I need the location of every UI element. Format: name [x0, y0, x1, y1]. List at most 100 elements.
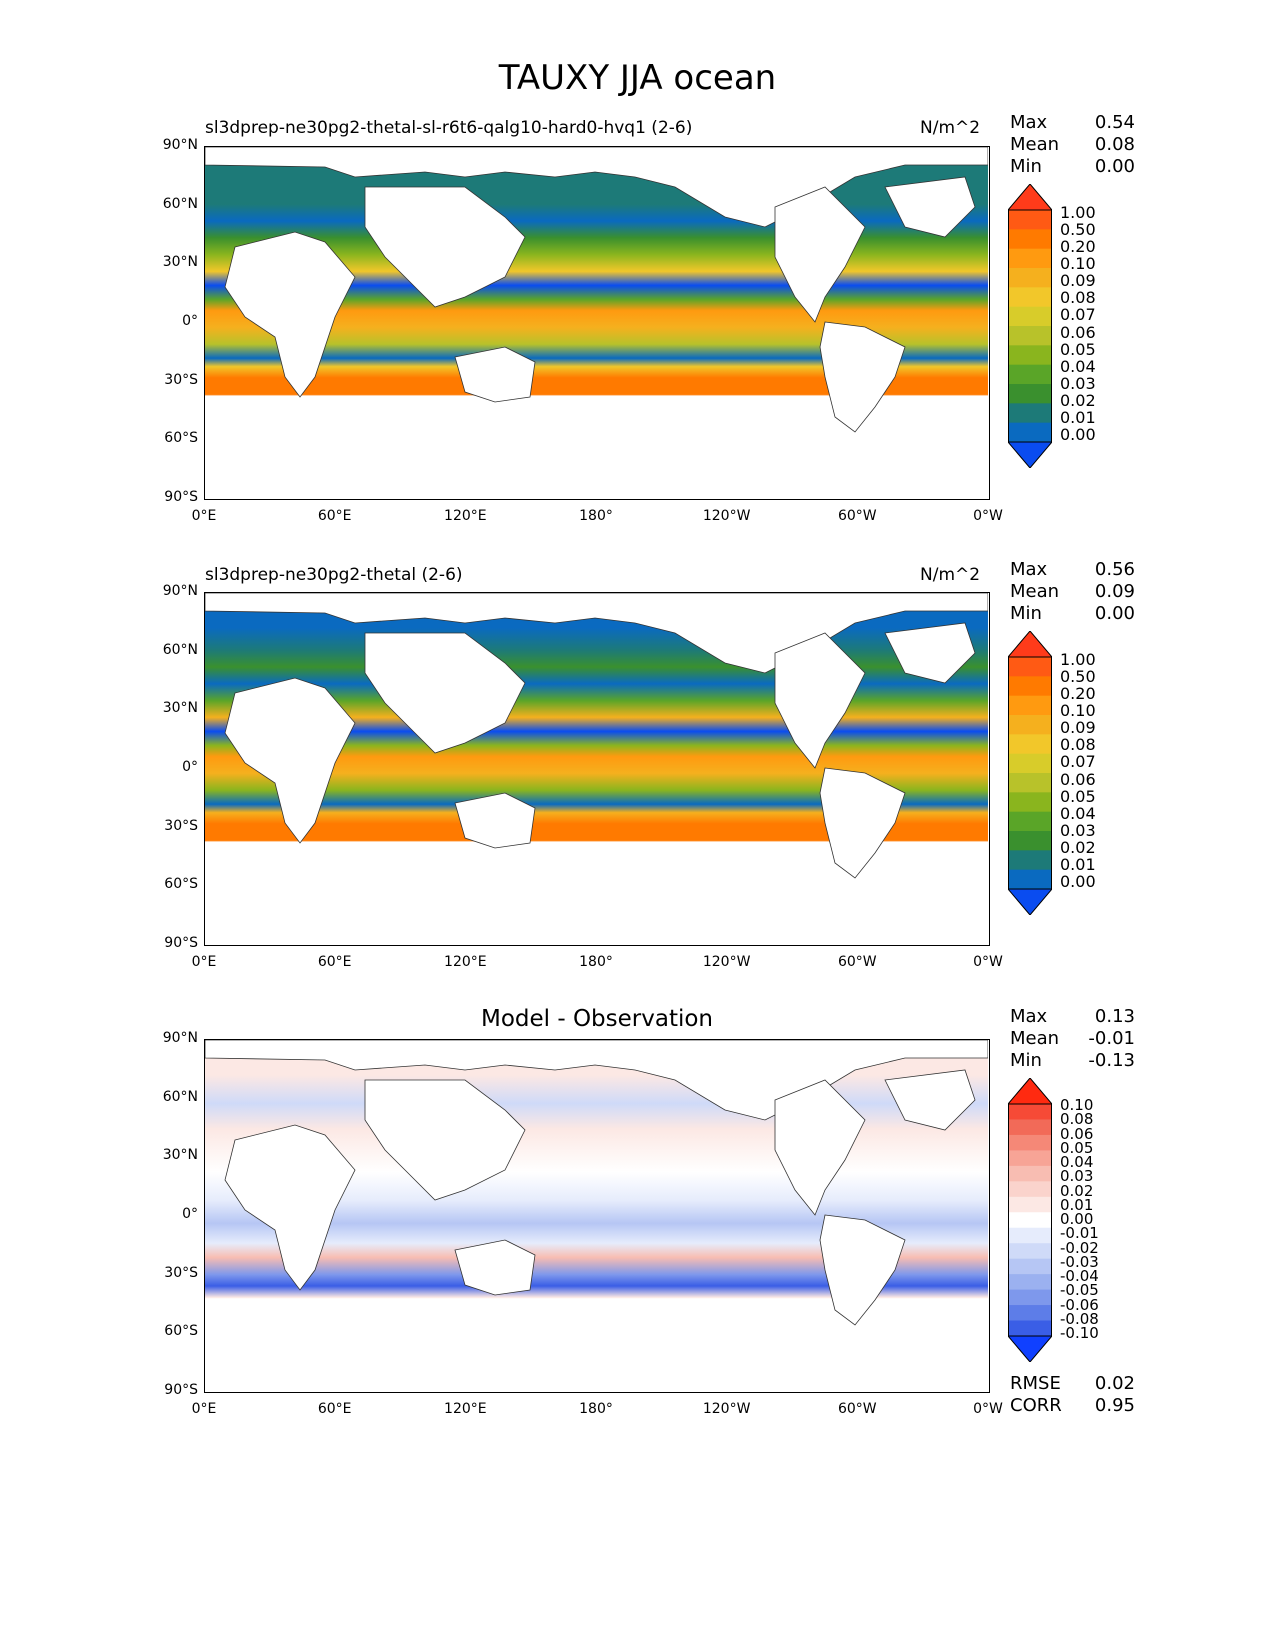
- y-tick-label: 60°N: [162, 195, 198, 212]
- colorbar-swatch: [1008, 734, 1052, 755]
- y-tick-label: 90°N: [162, 137, 198, 153]
- colorbar-swatch: [1008, 1289, 1052, 1306]
- colorbar-swatch: [1008, 811, 1052, 832]
- stat-value: -0.01: [1088, 1028, 1135, 1049]
- stat-value: 0.08: [1094, 134, 1135, 155]
- colorbar-tick-label: 0.04: [1060, 1153, 1094, 1171]
- stat-value: 0.54: [1094, 112, 1135, 133]
- stat-label: Max: [1010, 559, 1048, 580]
- colorbar-tick-label: -0.02: [1060, 1238, 1099, 1257]
- panel3-colorbar-swatches: [1006, 1077, 1054, 1363]
- colorbar-swatch: [1008, 248, 1052, 269]
- y-tick-label: 30°S: [164, 371, 198, 388]
- y-tick-label: 0°: [182, 759, 198, 775]
- stat-label: Mean: [1010, 134, 1060, 155]
- colorbar-tick-label: 0.06: [1060, 769, 1096, 789]
- x-tick-label: 120°E: [444, 954, 487, 970]
- colorbar-tick-label: 0.06: [1060, 322, 1096, 342]
- panel3-colorbar: [1006, 1077, 1054, 1366]
- colorbar-tick-label: 0.04: [1060, 803, 1096, 823]
- stat-label: Max: [1010, 1006, 1048, 1027]
- colorbar-swatch: [1008, 1196, 1052, 1213]
- colorbar-tick-label: 0.08: [1060, 1110, 1094, 1129]
- colorbar-tick-label: 0.01: [1060, 1195, 1094, 1214]
- x-tick-label: 120°E: [444, 508, 487, 524]
- colorbar-tick-label: 0.08: [1060, 288, 1096, 308]
- x-tick-label: 60°E: [317, 508, 352, 524]
- x-tick-label: 180°: [579, 508, 613, 524]
- colorbar-swatch: [1008, 287, 1052, 308]
- panel3-map: [204, 1039, 990, 1393]
- colorbar-swatch: [1008, 792, 1052, 813]
- y-tick-label: 90°S: [164, 489, 198, 505]
- colorbar-tick-label: 0.10: [1060, 254, 1096, 274]
- colorbar-swatch: [1008, 1243, 1052, 1260]
- panel2-units: N/m^2: [920, 565, 981, 585]
- colorbar-extend-top: [1006, 1077, 1054, 1105]
- colorbar-tick-label: 0.00: [1060, 425, 1096, 444]
- stat-value: 0.00: [1094, 156, 1135, 177]
- x-tick-label: 180°: [579, 954, 613, 970]
- panel1-units: N/m^2: [920, 118, 981, 138]
- y-tick-label: 30°S: [164, 1264, 198, 1281]
- y-tick-label: 60°S: [164, 876, 198, 893]
- x-tick-label: 0°E: [191, 954, 217, 970]
- colorbar-tick-label: 0.02: [1060, 837, 1096, 857]
- colorbar-tick-label: 0.01: [1060, 407, 1096, 427]
- colorbar-tick-label: 0.10: [1060, 1096, 1094, 1114]
- panel1-map: [204, 146, 990, 500]
- colorbar-tick-label: -0.08: [1060, 1309, 1099, 1328]
- colorbar-tick-label: 0.07: [1060, 752, 1096, 772]
- stat-value: 0.56: [1094, 559, 1135, 580]
- panel2-map: [204, 592, 990, 946]
- colorbar-frame: [1008, 1103, 1052, 1337]
- x-tick-label: 0°W: [973, 1401, 1003, 1417]
- panel2-title-left: sl3dprep-ne30pg2-thetal (2-6): [205, 565, 463, 585]
- panel1-stats: Max 0.54 Mean 0.08 Min 0.00: [1010, 112, 1135, 178]
- colorbar-tick-label: -0.03: [1060, 1252, 1099, 1271]
- x-tick-label: 60°W: [837, 1401, 877, 1417]
- y-tick-label: 30°N: [162, 254, 198, 271]
- x-tick-label: 180°: [579, 1401, 613, 1417]
- figure-title: TAUXY JJA ocean: [498, 58, 777, 98]
- colorbar-swatch: [1008, 364, 1052, 385]
- colorbar-tick-label: -0.10: [1060, 1324, 1099, 1342]
- colorbar-tick-label: 0.10: [1060, 701, 1096, 721]
- stat-value: -0.13: [1088, 1050, 1135, 1071]
- stat-label: Min: [1010, 156, 1042, 177]
- colorbar-swatch: [1008, 1134, 1052, 1151]
- stat-label: Max: [1010, 112, 1048, 133]
- colorbar-tick-label: 0.09: [1060, 271, 1096, 291]
- colorbar-frame: [1008, 209, 1052, 443]
- panel3-metrics: RMSE 0.02 CORR 0.95: [1010, 1373, 1135, 1417]
- colorbar-swatch: [1008, 345, 1052, 366]
- colorbar-extend-bottom: [1006, 441, 1054, 469]
- x-tick-label: 120°W: [702, 954, 751, 970]
- y-tick-label: 90°N: [162, 1030, 198, 1046]
- colorbar-swatch: [1008, 1104, 1052, 1120]
- stat-label: Min: [1010, 1050, 1042, 1071]
- colorbar-swatch: [1008, 403, 1052, 424]
- panel2-colorbar: [1006, 630, 1054, 919]
- y-tick-label: 30°S: [164, 817, 198, 834]
- colorbar-tick-label: 0.04: [1060, 356, 1096, 376]
- stat-value: 0.00: [1094, 603, 1135, 624]
- panel2-field: [205, 593, 988, 944]
- colorbar-tick-label: 0.03: [1060, 820, 1096, 840]
- x-tick-label: 60°E: [317, 954, 352, 970]
- x-tick-label: 0°E: [191, 508, 217, 524]
- colorbar-tick-label: -0.05: [1060, 1281, 1099, 1300]
- y-tick-label: 60°N: [162, 641, 198, 658]
- colorbar-swatch: [1008, 210, 1052, 230]
- colorbar-swatch: [1008, 1258, 1052, 1275]
- x-tick-label: 60°W: [837, 508, 877, 524]
- colorbar-swatch: [1008, 1150, 1052, 1167]
- colorbar-swatch: [1008, 715, 1052, 735]
- colorbar-tick-label: 0.05: [1060, 339, 1096, 359]
- colorbar-swatch: [1008, 1165, 1052, 1182]
- colorbar-tick-label: 0.08: [1060, 735, 1096, 755]
- panel1-field: [205, 147, 988, 498]
- colorbar-tick-label: 0.03: [1060, 373, 1096, 393]
- stat-label: Mean: [1010, 1028, 1060, 1049]
- colorbar-swatch: [1008, 1274, 1052, 1291]
